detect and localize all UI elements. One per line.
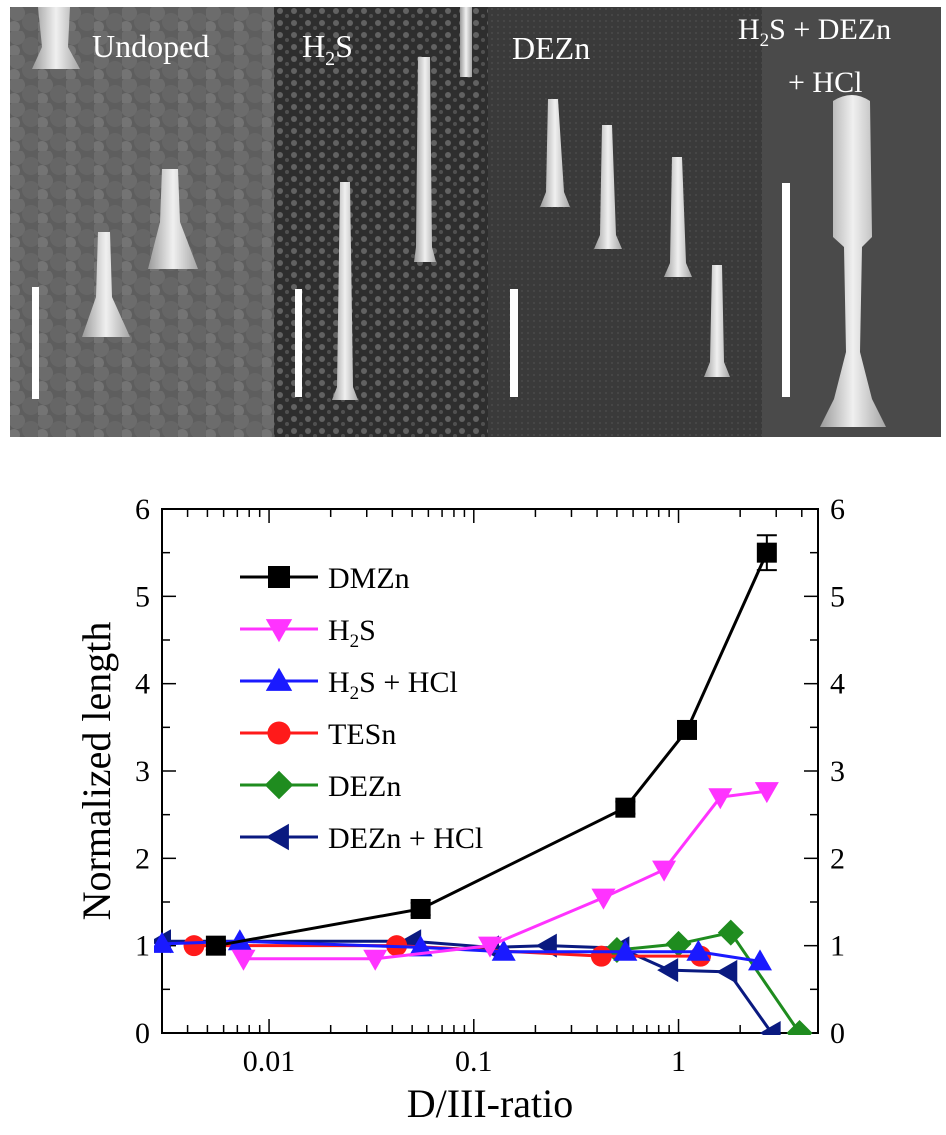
scale-bar [510,289,518,397]
data-point [183,935,205,957]
chart: 0.01 0.1 1 0 0 1 1 2 2 3 3 4 4 5 5 6 6 D/III-ratio Normali… [74,493,845,1126]
y-tick-label-right: 5 [830,580,845,613]
y-tick-label-right: 2 [830,842,845,875]
data-point [491,939,516,961]
data-point [747,949,772,971]
series-dezn [603,919,813,1035]
sem-panel-h2s-dezn-hcl: H2S + DEZn + HCl [738,7,941,437]
series-line [243,789,768,961]
legend-marker [267,721,291,745]
data-point [652,860,677,882]
data-point [613,939,638,961]
x-tick-label: 0.01 [243,1045,296,1078]
data-point [231,949,256,971]
legend-label: DMZn [328,562,410,595]
legend-marker [265,619,293,643]
series-line [215,552,769,948]
sem-panel-undoped: Undoped [10,7,274,437]
data-point [759,1021,781,1035]
data-point [676,719,697,740]
data-point [615,797,636,818]
data-point [590,945,612,967]
data-point [708,788,733,810]
y-tick-label-left: 0 [135,1017,150,1050]
series-line [616,930,801,1034]
y-tick-label-left: 6 [135,493,150,526]
y-tick-label-left: 2 [135,842,150,875]
legend-label: DEZn [328,770,401,803]
scale-bar [32,287,39,399]
series-dmzn [205,534,777,956]
data-point [478,936,502,958]
data-point [408,935,433,957]
y-tick-label-right: 6 [830,493,845,526]
data-point [657,958,679,983]
y-tick-label-left: 5 [135,580,150,613]
y-tick-label-left: 1 [135,930,150,963]
x-tick-label: 0.1 [455,1045,493,1078]
sem-image-strip: Undoped H2S DEZn H2S + DEZn + HCl [10,7,941,437]
legend: DMZn H2S H2S + HCl TESn DEZn DEZn + HCl [240,562,483,855]
sem-panel-dezn: DEZn [488,7,762,437]
y-tick-label-right: 3 [830,755,845,788]
panel-label-undoped: Undoped [92,28,209,64]
y-tick-label-right: 1 [830,930,845,963]
legend-marker [264,770,294,800]
panel-label-dezn: DEZn [512,30,590,66]
legend-marker [265,823,289,851]
data-point [410,898,431,919]
x-tick-label: 1 [671,1045,686,1078]
data-point [227,929,252,951]
data-point [754,782,779,804]
sem-panel-h2s: H2S [274,7,488,437]
legend-marker [268,566,290,588]
y-tick-label-left: 4 [135,668,150,701]
y-ticks: 0 0 1 1 2 2 3 3 4 4 5 5 6 6 [135,493,845,1050]
y-tick-label-left: 3 [135,755,150,788]
data-point [717,919,744,946]
scale-bar [295,289,302,397]
data-point [786,1020,813,1035]
data-point [756,542,777,563]
y-axis-label: Normalized length [74,622,119,921]
data-point [591,888,616,910]
legend-label: H2S + HCl [328,666,458,704]
x-ticks: 0.01 0.1 1 [161,509,803,1078]
data-point [686,939,711,961]
y-tick-label-right: 4 [830,668,845,701]
panel-label-h2s-dezn-hcl: H2S + DEZn [738,13,891,51]
legend-marker [265,667,293,691]
data-point [363,949,388,971]
data-point [205,935,226,956]
legend-label: TESn [328,718,396,751]
panel-label-h2s: H2S [302,28,353,70]
legend-label: DEZn + HCl [328,822,483,855]
scale-bar [782,183,790,397]
legend-label: H2S [328,614,376,652]
data-point [716,959,738,984]
x-axis-label: D/III-ratio [407,1081,574,1126]
series-h2s [231,782,779,971]
panel-label-h2s-dezn-hcl-line2: + HCl [788,66,862,99]
y-tick-label-right: 0 [830,1017,845,1050]
